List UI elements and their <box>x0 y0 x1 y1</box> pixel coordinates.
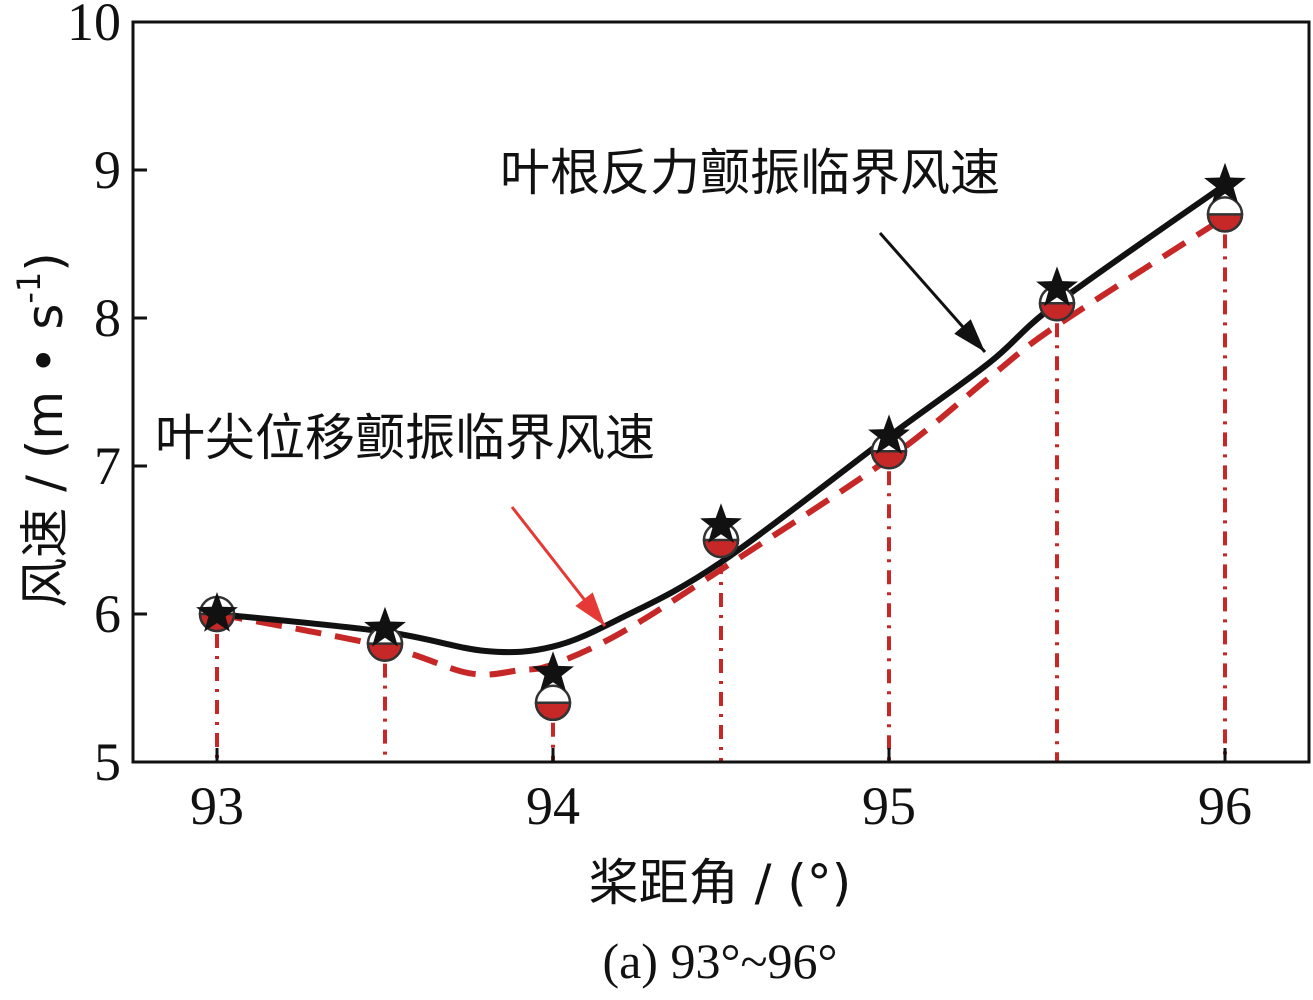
y-tick-label-8: 8 <box>94 288 121 348</box>
ticks-group: 5 6 7 8 9 10 93 94 95 96 <box>67 0 1252 836</box>
marker-circle-fill <box>702 538 740 559</box>
y-tick-label-9: 9 <box>94 140 121 200</box>
tip-displacement-marker-96 <box>1206 196 1244 233</box>
y-axis-title-close: ) <box>16 252 74 272</box>
root-force-star-marker-96 <box>1204 162 1246 203</box>
annotation-tip-displacement: 叶尖位移颤振临界风速 <box>155 409 655 467</box>
x-tick-label-93: 93 <box>190 776 244 836</box>
y-tick-label-7: 7 <box>94 436 121 496</box>
marker-circle-fill <box>366 642 404 662</box>
y-tick-label-6: 6 <box>94 584 121 644</box>
root-force-star-marker-94 <box>532 651 574 691</box>
series-line-root-force <box>216 182 1227 656</box>
tip-displacement-marker-94.5 <box>702 521 740 559</box>
root-force-star-marker-93 <box>196 592 238 632</box>
y-tick-label-10: 10 <box>67 0 121 52</box>
tip-displacement-marker-94 <box>534 684 572 722</box>
root-force-star-marker-95.5 <box>1036 266 1078 307</box>
x-tick-label-96: 96 <box>1198 776 1252 836</box>
y-axis-title-main: 风速 / (m • s <box>16 304 74 608</box>
markers-group <box>196 162 1246 722</box>
x-tick-label-95: 95 <box>862 776 916 836</box>
plot-frame <box>131 20 1311 764</box>
drop-lines-group <box>215 234 1227 762</box>
curves-group <box>216 182 1227 678</box>
root-force-star-marker-94.5 <box>700 503 742 543</box>
root-force-star-marker-93.5 <box>364 606 406 647</box>
y-axis-title: 风速 / (m • s-1) <box>10 252 74 608</box>
y-axis-title-superscript: -1 <box>10 272 48 304</box>
x-axis-title: 桨距角 / (°) <box>589 854 852 912</box>
series-line-tip-displacement <box>216 214 1227 678</box>
marker-circle-fill <box>1038 301 1076 322</box>
y-tick-label-5: 5 <box>94 732 121 792</box>
marker-circle-fill <box>534 701 572 722</box>
marker-circle-fill <box>870 449 908 470</box>
annotation-arrows <box>510 232 987 627</box>
arrow-tip-displacement-head <box>575 592 605 626</box>
annotation-root-force: 叶根反力颤振临界风速 <box>500 144 1000 202</box>
marker-circle-fill <box>1206 213 1244 233</box>
root-force-star-marker-95 <box>868 414 910 455</box>
arrow-tip-displacement <box>510 506 607 627</box>
arrow-root-force <box>878 232 987 353</box>
svg-text:风速 / (m • s-1): 风速 / (m • s-1) <box>10 252 74 608</box>
x-tick-label-94: 94 <box>526 776 580 836</box>
figure-caption: (a) 93°~96° <box>602 933 837 989</box>
arrow-root-force-head <box>954 319 985 352</box>
